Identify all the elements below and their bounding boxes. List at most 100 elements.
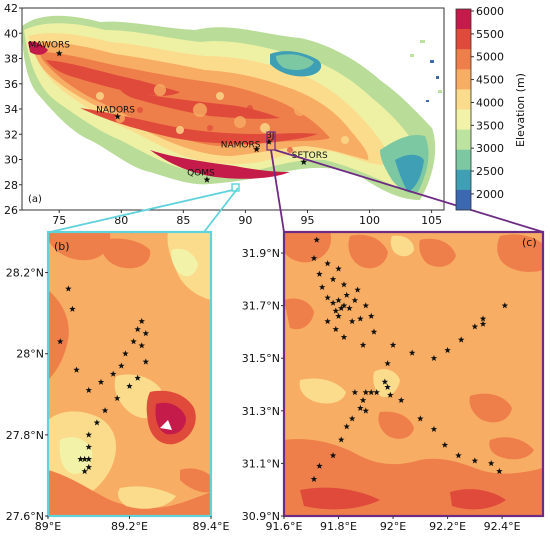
panel-c-star <box>384 360 391 367</box>
colorbar-tick-label: 4500 <box>476 74 504 87</box>
panel-b-star <box>56 338 64 345</box>
panel-c-star <box>318 283 326 290</box>
panel-c-y-tick-label: 31.5°N <box>242 352 280 365</box>
panel-b-x-ticks: 89°E 89.2°E 89.4°E <box>35 516 230 533</box>
panel-c-star <box>335 296 342 304</box>
panel-c-star <box>430 354 438 361</box>
panel-b-star <box>130 338 137 345</box>
station-star-nadors <box>114 112 121 120</box>
colorbar-tick-label: 2500 <box>476 165 504 178</box>
map-c: 91.6°E 91.8°E 92°E 92.2°E 92.4°E 31.9°N 31.7°… <box>242 230 545 533</box>
panel-b-star <box>101 407 109 414</box>
panel-c-star <box>362 407 370 414</box>
station-star-namors <box>253 145 261 153</box>
panel-b-star <box>114 394 121 402</box>
panel-c-star <box>329 299 337 306</box>
panel-c-star <box>471 323 479 330</box>
panel-b-x-tick-label: 89.2°E <box>111 520 148 533</box>
map-b: 89°E 89.2°E 89.4°E 28.2°N28°N27.8°N27.6°N … <box>6 230 230 533</box>
colorbar-segment <box>456 189 471 211</box>
colorbar-tick-label: 5500 <box>476 28 504 41</box>
panel-c-star <box>343 291 350 298</box>
panel-c-star <box>329 452 337 459</box>
colorbar-segment <box>456 149 471 171</box>
panel-c-star <box>408 349 416 356</box>
panel-c-y-tick-label: 31.3°N <box>242 405 280 418</box>
colorbar-tick-label: 3500 <box>476 119 504 132</box>
station-label-nadors: NADORS <box>96 106 135 116</box>
panel-c-star <box>387 391 394 398</box>
panel-c-star <box>357 315 364 322</box>
panel-c-star <box>417 415 424 422</box>
panel-c-x-tick-label: 92°E <box>380 520 406 533</box>
station-label-qoms: QOMS <box>187 169 215 179</box>
colorbar-segment <box>456 169 471 191</box>
panel-b-star <box>81 467 88 475</box>
colorbar-label: Elevation (m) <box>514 73 527 147</box>
panel-c-star <box>501 302 509 309</box>
panel-b-star <box>85 455 92 462</box>
station-star-qoms <box>203 176 211 183</box>
panel-c-y-tick-label: 31.7°N <box>242 300 280 313</box>
panel-c-star <box>430 425 438 432</box>
panel-c-star <box>370 328 378 335</box>
station-star-bj <box>265 138 273 145</box>
panel-c-star <box>455 452 462 459</box>
panel-c-star <box>389 341 397 348</box>
map-a-y-tick-label: 36 <box>4 78 18 91</box>
panel-c-star <box>332 325 340 333</box>
map-a-y-tick-label: 34 <box>4 103 18 116</box>
panel-c-x-tick-label: 92.4°E <box>484 520 521 533</box>
panel-c-star <box>357 404 364 411</box>
panel-b-x-tick-label: 89°E <box>35 520 61 533</box>
colorbar-segment <box>456 49 471 70</box>
panel-c-y-tick-label: 30.9°N <box>242 510 280 523</box>
panel-c-star <box>316 462 323 469</box>
panel-b-star <box>85 431 92 438</box>
map-a-y-tick-label: 32 <box>4 128 18 141</box>
panel-c-star <box>444 346 451 354</box>
panel-b-star <box>85 386 92 393</box>
panel-c-station-stars <box>310 236 509 482</box>
panel-c-star <box>487 460 495 467</box>
panel-b-star <box>97 378 105 385</box>
panel-b-star <box>93 419 101 426</box>
map-a-y-tick-label: 30 <box>4 154 18 167</box>
connector-c-left <box>270 149 285 233</box>
tibetan-plateau-terrain <box>22 15 442 201</box>
panel-b-star <box>73 366 80 373</box>
map-a-x-tick-label: 90 <box>238 214 252 227</box>
colorbar-tick-label: 3000 <box>476 142 504 155</box>
panel-b-star <box>69 305 76 312</box>
map-a-y-tick-label: 42 <box>4 2 18 15</box>
map-a-x-tick-label: 85 <box>176 214 190 227</box>
panel-b-star <box>138 342 145 349</box>
panel-b-star <box>118 362 125 369</box>
panel-b-y-tick-label: 27.6°N <box>6 510 44 523</box>
map-a-y-tick-label: 40 <box>4 27 18 40</box>
panel-c-star <box>373 389 380 396</box>
panel-c-star <box>368 389 375 396</box>
station-star-mawors <box>55 49 63 57</box>
station-label-namors: NAMORS <box>221 140 261 150</box>
panel-b-star <box>109 370 117 377</box>
map-a-x-tick-label: 100 <box>359 214 380 227</box>
panel-c-y-tick-label: 31.9°N <box>242 247 280 260</box>
station-markers: MAWORS NADORS NAMORS SETORS QOMS BJ <box>29 40 328 183</box>
panel-c-label: (c) <box>522 236 537 249</box>
panel-c-star <box>346 304 353 312</box>
map-a-y-tick-label: 38 <box>4 53 18 66</box>
panel-c-star <box>332 307 340 314</box>
panel-b-terrain <box>48 232 211 516</box>
panel-c-star <box>340 302 348 309</box>
map-a-y-ticks: 42 40 38 36 34 32 30 28 26 <box>4 2 22 217</box>
panel-b-label: (b) <box>54 240 70 253</box>
panel-c-star <box>368 312 375 319</box>
panel-c-star <box>359 396 367 404</box>
panel-c-star <box>324 260 331 267</box>
colorbar-tick-label: 5000 <box>476 51 504 64</box>
panel-b-star <box>142 330 150 337</box>
panel-c-star <box>335 265 342 272</box>
